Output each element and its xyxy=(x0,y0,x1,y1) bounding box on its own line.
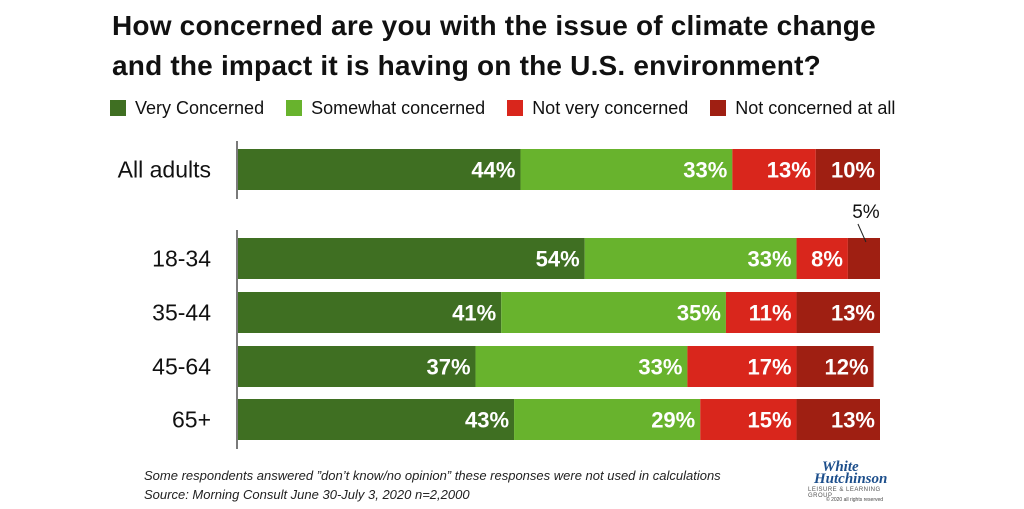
data-label-all-adults-somewhat-concerned: 33% xyxy=(683,158,727,183)
data-label-all-adults-very-concerned: 44% xyxy=(471,158,515,183)
data-label-35-44-not-very-concerned: 11% xyxy=(749,301,792,326)
data-label-35-44-very-concerned: 41% xyxy=(452,301,496,326)
data-label-65-somewhat-concerned: 29% xyxy=(651,408,695,433)
data-label-45-64-not-very-concerned: 17% xyxy=(747,355,791,380)
logo-copyright: © 2020 all rights reserved xyxy=(826,497,884,503)
logo-line-1: White xyxy=(822,459,859,475)
bar-35-44-not-very-concerned xyxy=(725,292,797,333)
bar-18-34-somewhat-concerned xyxy=(584,238,797,279)
chart-title: How concerned are you with the issue of … xyxy=(112,6,972,86)
bar-18-34-very-concerned xyxy=(238,238,585,279)
legend-item-very-concerned: Very Concerned xyxy=(110,98,264,119)
legend-label-very-concerned: Very Concerned xyxy=(135,97,265,118)
data-label-45-64-somewhat-concerned: 33% xyxy=(638,355,682,380)
bar-all-adults-not-very-concerned xyxy=(732,149,816,190)
bar-18-34-not-very-concerned xyxy=(796,238,848,279)
legend-swatch-very-concerned xyxy=(110,100,126,116)
bar-45-64-not-very-concerned xyxy=(687,346,797,387)
legend-label-somewhat-concerned: Somewhat concerned xyxy=(311,97,486,118)
data-label-18-34-very-concerned: 54% xyxy=(536,247,580,272)
bar-65-not-concerned-at-all xyxy=(796,399,880,440)
legend: Very Concerned Somewhat concerned Not ve… xyxy=(110,96,917,120)
bar-45-64-somewhat-concerned xyxy=(475,346,688,387)
bar-65-not-very-concerned xyxy=(700,399,797,440)
category-label-35-44: 35-44 xyxy=(152,300,211,326)
legend-swatch-not-concerned-at-all xyxy=(710,100,727,116)
data-label-45-64-not-concerned-at-all: 12% xyxy=(825,355,869,380)
legend-item-not-very-concerned: Not very concerned xyxy=(507,98,688,119)
white-hutchinson-logo: White Hutchinson LEISURE & LEARNING GROU… xyxy=(808,459,904,507)
logo-line-2: Hutchinson xyxy=(814,471,888,487)
data-label-35-44-not-concerned-at-all: 13% xyxy=(831,301,875,326)
legend-swatch-not-very-concerned xyxy=(507,100,524,116)
footnote-note: Some respondents answered ”don’t know/no… xyxy=(144,468,721,483)
category-label-65: 65+ xyxy=(172,407,211,433)
bar-all-adults-not-concerned-at-all xyxy=(815,149,880,190)
data-label-all-adults-not-concerned-at-all: 10% xyxy=(831,158,875,183)
data-label-65-not-concerned-at-all: 13% xyxy=(831,408,875,433)
bar-35-44-very-concerned xyxy=(238,292,502,333)
chart-title-line-1: How concerned are you with the issue of … xyxy=(112,10,876,41)
bar-18-34-not-concerned-at-all xyxy=(847,238,880,279)
callout-leader-18-34-not-concerned-at-all xyxy=(857,223,867,243)
category-label-all-adults: All adults xyxy=(118,157,211,183)
legend-item-not-concerned-at-all: Not concerned at all xyxy=(710,98,895,119)
data-label-65-not-very-concerned: 15% xyxy=(747,408,791,433)
data-label-18-34-not-very-concerned: 8% xyxy=(811,247,843,272)
bar-65-very-concerned xyxy=(238,399,515,440)
data-label-35-44-somewhat-concerned: 35% xyxy=(677,301,721,326)
legend-label-not-concerned-at-all: Not concerned at all xyxy=(735,97,896,118)
footnote-source: Source: Morning Consult June 30-July 3, … xyxy=(144,487,470,502)
legend-item-somewhat-concerned: Somewhat concerned xyxy=(286,98,485,119)
legend-label-not-very-concerned: Not very concerned xyxy=(532,97,689,118)
bar-all-adults-somewhat-concerned xyxy=(520,149,733,190)
data-label-18-34-somewhat-concerned: 33% xyxy=(747,247,791,272)
logo-tagline: LEISURE & LEARNING GROUP xyxy=(808,487,881,499)
category-label-45-64: 45-64 xyxy=(152,354,211,380)
chart-title-line-2: and the impact it is having on the U.S. … xyxy=(112,50,821,81)
bar-45-64-not-concerned-at-all xyxy=(796,346,874,387)
bar-45-64-very-concerned xyxy=(238,346,476,387)
bar-35-44-somewhat-concerned xyxy=(501,292,726,333)
bar-65-somewhat-concerned xyxy=(514,399,701,440)
bar-35-44-not-concerned-at-all xyxy=(796,292,880,333)
category-label-18-34: 18-34 xyxy=(152,246,211,272)
bar-all-adults-very-concerned xyxy=(238,149,521,190)
data-label-65-very-concerned: 43% xyxy=(465,408,509,433)
legend-swatch-somewhat-concerned xyxy=(286,100,303,116)
data-label-18-34-not-concerned-at-all: 5% xyxy=(852,202,880,223)
data-label-45-64-very-concerned: 37% xyxy=(426,355,470,380)
data-label-all-adults-not-very-concerned: 13% xyxy=(767,158,811,183)
